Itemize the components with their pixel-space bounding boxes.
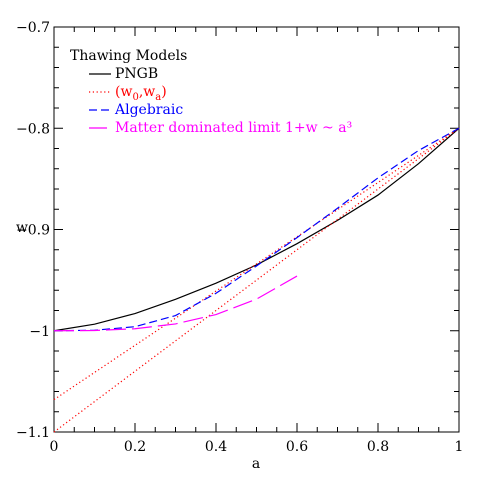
series-line-4 (53, 275, 298, 332)
tick-labels: 0 0.2 0.4 0.6 0.8 1 −1.1 −1 −0.9 −0.8 −0.7 (16, 20, 463, 455)
legend-label: (w0,wa) (115, 84, 167, 103)
legend-label: Matter dominated limit 1+w ~ a³ (115, 120, 352, 136)
legend-label: PNGB (115, 66, 158, 82)
y-tick-label: −1 (29, 324, 50, 340)
legend: Thawing Models PNGB (w0,wa)Algebraic Matte… (70, 48, 352, 136)
x-tick-label: 0 (50, 439, 59, 455)
legend-label: Algebraic (114, 102, 183, 118)
x-tick-label: 0.2 (124, 439, 146, 455)
x-tick-label: 0.8 (367, 439, 389, 455)
x-tick-label: 1 (455, 439, 464, 455)
series-group (53, 127, 460, 433)
axis-ticks (53, 26, 460, 433)
y-axis-label: w (16, 220, 28, 236)
x-tick-label: 0.4 (205, 439, 227, 455)
y-tick-label: −0.8 (16, 121, 50, 137)
y-tick-label: −0.9 (16, 223, 50, 239)
x-axis-label: a (252, 456, 260, 472)
x-tick-label: 0.6 (286, 439, 308, 455)
series-line-0 (53, 127, 460, 332)
legend-title: Thawing Models (70, 48, 187, 64)
series-line-2 (53, 127, 460, 433)
series-line-1 (53, 127, 460, 401)
y-tick-label: −1.1 (16, 425, 50, 441)
series-line-3 (53, 127, 460, 332)
y-tick-label: −0.7 (16, 20, 50, 36)
